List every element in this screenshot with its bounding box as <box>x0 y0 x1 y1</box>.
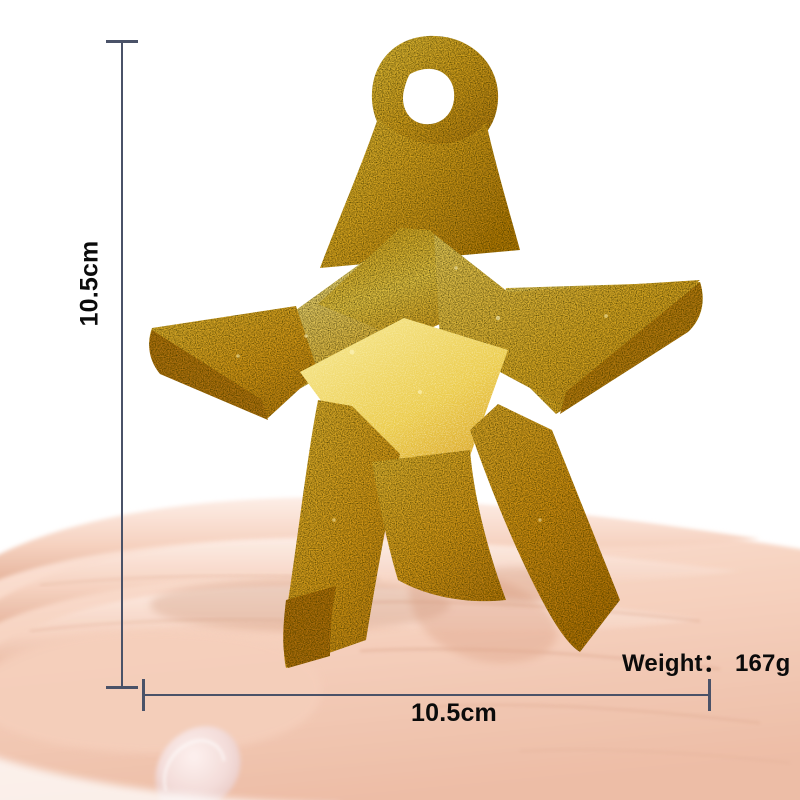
width-ruler-left-tick <box>142 679 145 711</box>
width-measurement-label: 10.5cm <box>411 699 497 727</box>
height-measurement-label: 10.5cm <box>75 240 104 327</box>
star-point-left <box>149 306 318 418</box>
fingernail <box>155 726 241 800</box>
weight-annotation: Weight： 167g <box>622 643 790 678</box>
star-inner-notch <box>372 450 506 602</box>
star-bevel-lower-left <box>283 586 336 668</box>
star-sparkles <box>236 266 608 522</box>
star-bevel-left <box>149 330 268 420</box>
thumb-pad <box>0 630 322 754</box>
height-ruler-bottom-tick <box>106 686 138 689</box>
height-ruler-line <box>121 41 123 688</box>
height-ruler-top-tick <box>106 40 138 43</box>
star-neck <box>320 118 520 268</box>
width-ruler-line <box>143 694 711 696</box>
weight-label-text: Weight： <box>622 650 727 677</box>
star-bevel-right <box>560 282 703 414</box>
weight-value-text: 167g <box>734 650 791 677</box>
bottom-left-fade <box>0 758 249 800</box>
nail-highlight <box>163 739 226 792</box>
star-point-lower-right <box>470 404 620 652</box>
hanger-hole <box>402 68 455 125</box>
width-ruler-right-tick <box>708 679 711 711</box>
